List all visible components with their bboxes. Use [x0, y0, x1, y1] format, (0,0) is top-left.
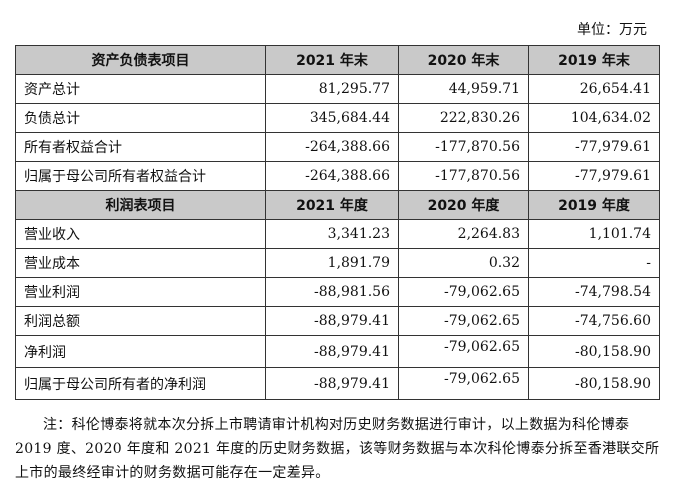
table-row: 归属于母公司所有者的净利润 -88,979.41 -79,062.65 -80,… — [15, 367, 660, 400]
footnote: 注：科伦博泰将就本次分拆上市聘请审计机构对历史财务数据进行审计，以上数据为科伦博… — [15, 417, 660, 481]
table-row: 归属于母公司所有者权益合计 -264,388.66 -177,870.56 -7… — [15, 161, 660, 191]
row-label: 负债总计 — [15, 103, 266, 133]
table-row: 所有者权益合计 -264,388.66 -177,870.56 -77,979.… — [15, 132, 660, 162]
cell-value: 2,264.83 — [398, 219, 529, 249]
row-label: 营业收入 — [15, 219, 266, 249]
cell-value: -74,756.60 — [528, 306, 660, 336]
cell-value: 1,101.74 — [528, 219, 660, 249]
cell-value: -88,979.41 — [265, 306, 399, 336]
cell-value: -80,158.90 — [528, 335, 660, 368]
year-2020-header: 2020 年度 — [398, 190, 529, 220]
year-2020-end-header: 2020 年末 — [398, 45, 529, 75]
cell-value: -77,979.61 — [528, 161, 660, 191]
table-row: 营业成本 1,891.79 0.32 - — [15, 248, 660, 278]
cell-value: -264,388.66 — [265, 132, 399, 162]
table-row: 负债总计 345,684.44 222,830.26 104,634.02 — [15, 103, 660, 133]
row-label: 营业成本 — [15, 248, 266, 278]
balance-sheet-item-header: 资产负债表项目 — [15, 45, 266, 75]
year-2021-end-header: 2021 年末 — [265, 45, 399, 75]
cell-value: -74,798.54 — [528, 277, 660, 307]
cell-value: 345,684.44 — [265, 103, 399, 133]
financial-summary-table: 资产负债表项目 2021 年末 2020 年末 2019 年末 资产总计 81,… — [15, 45, 660, 400]
cell-value: 0.32 — [398, 248, 529, 278]
cell-value: -264,388.66 — [265, 161, 399, 191]
cell-value: -79,062.65 — [398, 277, 529, 307]
table-row: 资产总计 81,295.77 44,959.71 26,654.41 — [15, 74, 660, 104]
row-label: 净利润 — [15, 335, 266, 368]
cell-value: 3,341.23 — [265, 219, 399, 249]
cell-value: 104,634.02 — [528, 103, 660, 133]
row-label: 利润总额 — [15, 306, 266, 336]
table-row: 净利润 -88,979.41 -79,062.65 -80,158.90 — [15, 335, 660, 368]
cell-value: -88,979.41 — [265, 367, 399, 400]
row-label: 归属于母公司所有者权益合计 — [15, 161, 266, 191]
cell-value: 1,891.79 — [265, 248, 399, 278]
balance-sheet-header-row: 资产负债表项目 2021 年末 2020 年末 2019 年末 — [15, 45, 660, 75]
row-label: 所有者权益合计 — [15, 132, 266, 162]
cell-value: 44,959.71 — [398, 74, 529, 104]
cell-value: -79,062.65 — [398, 306, 529, 336]
cell-value: -79,062.65 — [398, 335, 529, 368]
cell-value: -77,979.61 — [528, 132, 660, 162]
table-row: 营业利润 -88,981.56 -79,062.65 -74,798.54 — [15, 277, 660, 307]
cell-value: -80,158.90 — [528, 367, 660, 400]
row-label: 归属于母公司所有者的净利润 — [15, 367, 266, 400]
cell-value: -177,870.56 — [398, 161, 529, 191]
unit-label: 单位：万元 — [577, 22, 647, 38]
cell-value: -88,979.41 — [265, 335, 399, 368]
income-statement-header-row: 利润表项目 2021 年度 2020 年度 2019 年度 — [15, 190, 660, 220]
table-row: 利润总额 -88,979.41 -79,062.65 -74,756.60 — [15, 306, 660, 336]
row-label: 营业利润 — [15, 277, 266, 307]
cell-value: 26,654.41 — [528, 74, 660, 104]
cell-value: -177,870.56 — [398, 132, 529, 162]
year-2021-header: 2021 年度 — [265, 190, 399, 220]
cell-value: 222,830.26 — [398, 103, 529, 133]
row-label: 资产总计 — [15, 74, 266, 104]
income-statement-item-header: 利润表项目 — [15, 190, 266, 220]
table-row: 营业收入 3,341.23 2,264.83 1,101.74 — [15, 219, 660, 249]
year-2019-end-header: 2019 年末 — [528, 45, 660, 75]
cell-value: -88,981.56 — [265, 277, 399, 307]
cell-value: - — [528, 248, 660, 278]
cell-value: 81,295.77 — [265, 74, 399, 104]
cell-value: -79,062.65 — [398, 367, 529, 400]
year-2019-header: 2019 年度 — [528, 190, 660, 220]
